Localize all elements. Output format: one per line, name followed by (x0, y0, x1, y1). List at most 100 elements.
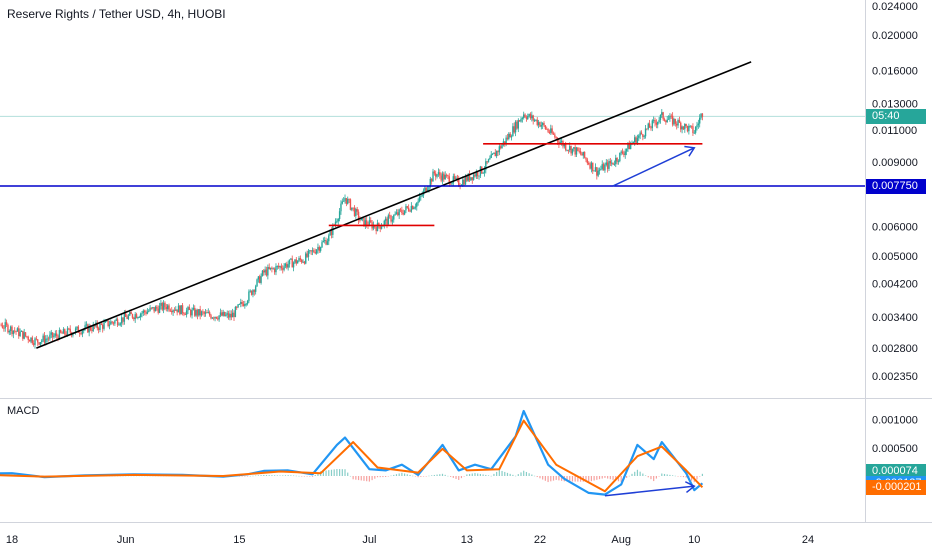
candle-body (462, 179, 464, 186)
candle-body (697, 123, 700, 126)
candle-body (629, 144, 632, 150)
candle-body (456, 177, 459, 179)
candle-body (608, 160, 610, 169)
candle-body (284, 263, 287, 267)
candle-body (111, 321, 113, 323)
candle-body (685, 124, 687, 126)
candle-body (203, 312, 205, 314)
candle-body (319, 247, 322, 251)
candle-body (407, 207, 410, 211)
candle-body (686, 126, 689, 132)
candle-body (536, 119, 538, 125)
candle-body (585, 157, 587, 160)
candle-body (355, 209, 357, 216)
candle-body (601, 164, 603, 169)
macd-histogram-bar (552, 476, 555, 481)
candle-body (613, 163, 616, 165)
candle-body (241, 301, 243, 304)
candle-body (92, 324, 94, 331)
candle-body (50, 332, 52, 335)
candle-body (596, 167, 598, 176)
macd-histogram-bar (357, 476, 360, 481)
candle-body (154, 306, 157, 312)
candle-body (122, 317, 124, 322)
candle-body (690, 125, 693, 127)
candle-body (321, 242, 323, 248)
candle-body (517, 120, 519, 129)
macd-histogram-bar (376, 476, 379, 478)
macd-histogram-bar (655, 476, 657, 479)
macd-tick-label: 0.001000 (872, 415, 918, 427)
candle-body (625, 148, 628, 152)
candle-body (207, 312, 209, 314)
candle-body (69, 328, 71, 333)
macd-histogram-bar (607, 476, 609, 479)
candle-body (91, 330, 93, 331)
candle-body (397, 212, 399, 216)
macd-histogram-bar (387, 476, 389, 477)
time-tick-label: 24 (802, 534, 814, 546)
candle-body (569, 146, 571, 151)
candle-body (602, 164, 605, 171)
candle-body (18, 328, 20, 337)
macd-histogram-bar (414, 476, 417, 477)
candle-body (28, 339, 31, 342)
candle-body (696, 125, 698, 128)
candle-body (1, 325, 4, 329)
candle-body (398, 209, 400, 216)
candle-body (349, 199, 352, 210)
candle-body (5, 322, 8, 325)
macd-histogram-bar (533, 475, 536, 477)
candle-body (55, 333, 58, 337)
candle-body (8, 331, 10, 333)
candle-body (133, 317, 135, 320)
macd-histogram-bar (696, 476, 698, 480)
candle-body (424, 187, 426, 191)
candle-body (112, 322, 115, 324)
time-tick-label: Jun (117, 534, 135, 546)
candle-body (680, 122, 682, 130)
candle-body (46, 338, 48, 340)
candle-body (234, 306, 237, 318)
candle-body (539, 122, 541, 127)
candle-body (498, 146, 501, 153)
macd-histogram-bar (455, 476, 457, 479)
candle-body (365, 220, 368, 225)
macd-histogram-bar (409, 475, 411, 476)
candle-body (509, 133, 511, 138)
candle-body (9, 326, 12, 331)
candle-body (621, 151, 624, 154)
candle-body (678, 120, 681, 123)
macd-histogram-bar (336, 469, 338, 476)
candle-body (694, 127, 697, 133)
candle-body (173, 310, 176, 311)
macd-histogram-bar (422, 476, 425, 477)
macd-histogram-bar (444, 474, 446, 476)
candle-body (337, 219, 339, 222)
candle-body (348, 199, 350, 200)
macd-histogram-bar (566, 476, 568, 482)
candle-body (416, 202, 418, 207)
macd-histogram-bar (547, 476, 549, 483)
candle-body (675, 123, 678, 126)
candle-body (62, 329, 65, 334)
candle-body (179, 305, 181, 315)
macd-histogram-bar (458, 476, 460, 480)
candle-body (420, 195, 422, 197)
candle-body (657, 121, 659, 125)
candle-body (166, 305, 169, 310)
candle-body (206, 312, 208, 314)
candle-body (16, 328, 19, 332)
macd-histogram-bar (496, 471, 498, 476)
candle-body (139, 313, 142, 318)
candle-body (604, 164, 606, 171)
macd-histogram-bar (544, 476, 546, 481)
candle-body (453, 176, 456, 179)
candle-body (579, 151, 582, 154)
candle-body (14, 330, 16, 332)
countdown-tag: 05:40 (866, 108, 926, 124)
candle-body (123, 313, 126, 322)
candle-body (506, 137, 509, 139)
macd-histogram-bar (626, 476, 628, 478)
macd-histogram-bar (463, 476, 465, 477)
